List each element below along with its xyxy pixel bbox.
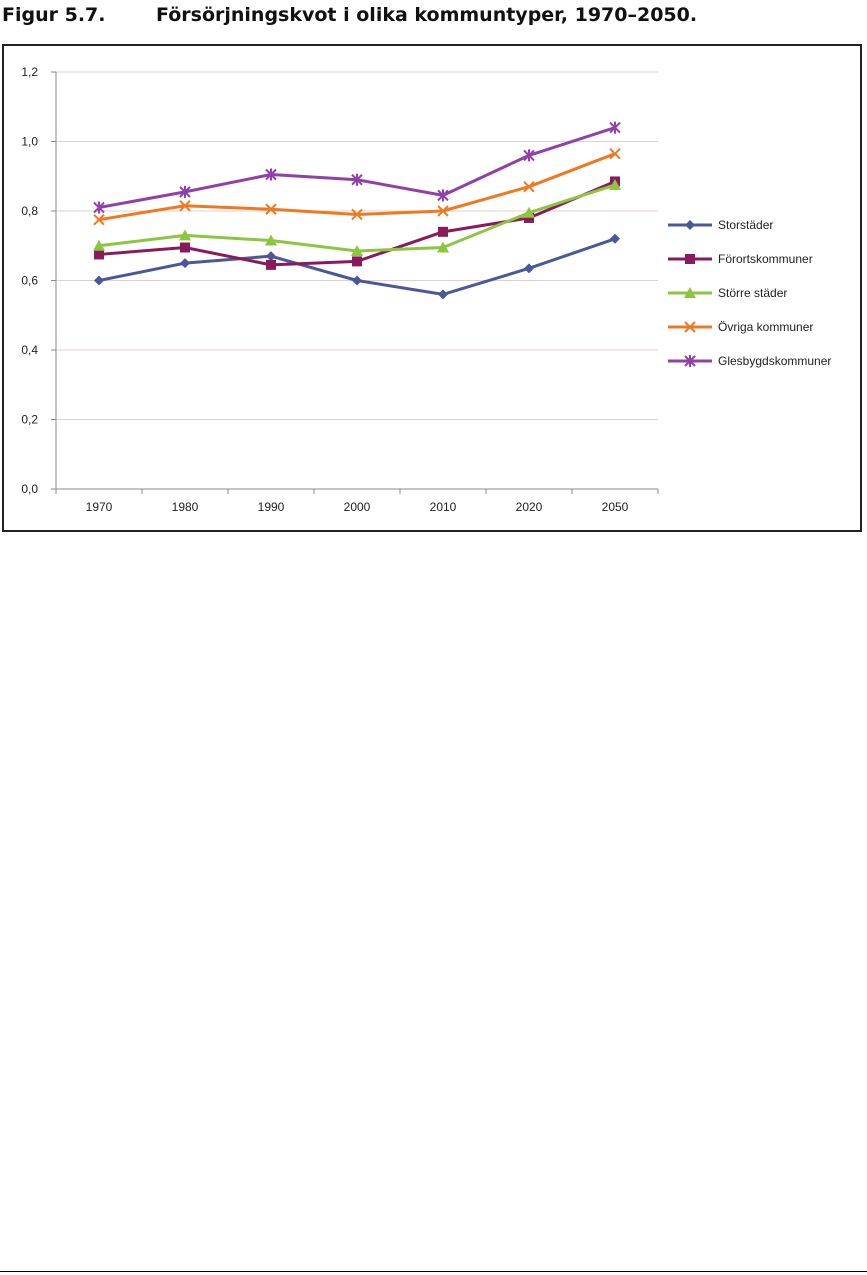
y-tick-label: 1,0 bbox=[21, 135, 38, 149]
data-point bbox=[179, 185, 191, 198]
data-point bbox=[93, 201, 105, 214]
legend-item: Övriga kommuner bbox=[668, 320, 813, 334]
figure-number: Figur 5.7. bbox=[2, 4, 106, 26]
y-tick-label: 0,0 bbox=[21, 482, 38, 496]
legend: Storstäder Förortskommuner Större städer Öv… bbox=[668, 218, 831, 368]
data-point bbox=[93, 213, 105, 226]
data-point bbox=[351, 173, 363, 186]
data-point bbox=[524, 212, 534, 223]
x-tick-label: 1970 bbox=[86, 500, 113, 514]
data-point bbox=[609, 178, 621, 190]
data-point bbox=[351, 244, 363, 256]
data-point bbox=[523, 180, 535, 193]
data-point bbox=[266, 251, 276, 262]
data-point bbox=[265, 168, 277, 181]
x-tick-label: 2020 bbox=[516, 500, 543, 514]
y-tick-label: 0,8 bbox=[21, 204, 38, 218]
series-5 bbox=[93, 121, 621, 214]
x-tick-label: 1990 bbox=[258, 500, 285, 514]
data-point bbox=[180, 258, 190, 269]
data-point bbox=[351, 208, 363, 221]
data-point bbox=[437, 189, 449, 202]
data-point bbox=[523, 206, 535, 218]
data-point bbox=[438, 289, 448, 300]
legend-swatch-marker bbox=[685, 254, 695, 264]
legend-label: Storstäder bbox=[718, 218, 773, 232]
legend-item: Större städer bbox=[668, 286, 787, 300]
data-point bbox=[352, 256, 362, 267]
x-tick-label: 1980 bbox=[172, 500, 199, 514]
figure-caption: Figur 5.7. Försörjningskvot i olika kommu… bbox=[2, 4, 697, 26]
data-point bbox=[265, 234, 277, 246]
figure-title: Försörjningskvot i olika kommuntyper, 19… bbox=[156, 4, 698, 26]
y-tick-label: 0,4 bbox=[21, 343, 38, 357]
data-point bbox=[180, 242, 190, 253]
legend-swatch-marker bbox=[685, 220, 695, 230]
data-point bbox=[266, 259, 276, 270]
data-point bbox=[524, 263, 534, 274]
legend-swatch-marker bbox=[684, 287, 696, 298]
data-point bbox=[437, 241, 449, 253]
data-point bbox=[179, 200, 191, 212]
y-tick-label: 0,6 bbox=[21, 274, 38, 288]
y-tick-label: 0,2 bbox=[21, 413, 38, 427]
x-axis: 1970 1980 1990 2000 2010 2020 2050 bbox=[55, 489, 659, 514]
series-3 bbox=[93, 178, 621, 256]
legend-item: Storstäder bbox=[668, 218, 773, 232]
legend-label: Övriga kommuner bbox=[718, 320, 813, 334]
chart-frame: 0,0 0,2 0,4 0,6 0,8 1,0 1,2 1970 1980 1990 2000 201… bbox=[2, 44, 862, 532]
legend-item: Glesbygdskommuner bbox=[668, 354, 831, 368]
data-point bbox=[352, 275, 362, 286]
series-4 bbox=[93, 147, 621, 226]
series-1 bbox=[94, 233, 620, 300]
x-tick-label: 2050 bbox=[602, 500, 629, 514]
legend-label: Större städer bbox=[718, 286, 787, 300]
data-point bbox=[609, 121, 621, 134]
data-point bbox=[523, 149, 535, 162]
data-point bbox=[94, 249, 104, 260]
data-point bbox=[609, 147, 621, 160]
data-point bbox=[265, 203, 277, 215]
data-point bbox=[437, 205, 449, 217]
line-chart: 0,0 0,2 0,4 0,6 0,8 1,0 1,2 1970 1980 1990 2000 201… bbox=[21, 65, 831, 514]
x-tick-label: 2000 bbox=[344, 500, 371, 514]
legend-label: Glesbygdskommuner bbox=[718, 354, 831, 368]
legend-label: Förortskommuner bbox=[718, 252, 813, 266]
data-point bbox=[94, 275, 104, 286]
data-point bbox=[179, 229, 191, 241]
page-bottom-rule bbox=[0, 1271, 867, 1272]
data-point bbox=[93, 239, 105, 251]
data-point bbox=[610, 233, 620, 244]
legend-swatch-marker bbox=[684, 321, 696, 333]
series-line bbox=[98, 126, 616, 210]
y-tick-label: 1,2 bbox=[21, 65, 38, 79]
data-point bbox=[438, 226, 448, 237]
y-axis: 0,0 0,2 0,4 0,6 0,8 1,0 1,2 bbox=[21, 65, 56, 496]
x-tick-label: 2010 bbox=[430, 500, 457, 514]
legend-swatch-marker bbox=[684, 355, 696, 367]
legend-item: Förortskommuner bbox=[668, 252, 813, 266]
